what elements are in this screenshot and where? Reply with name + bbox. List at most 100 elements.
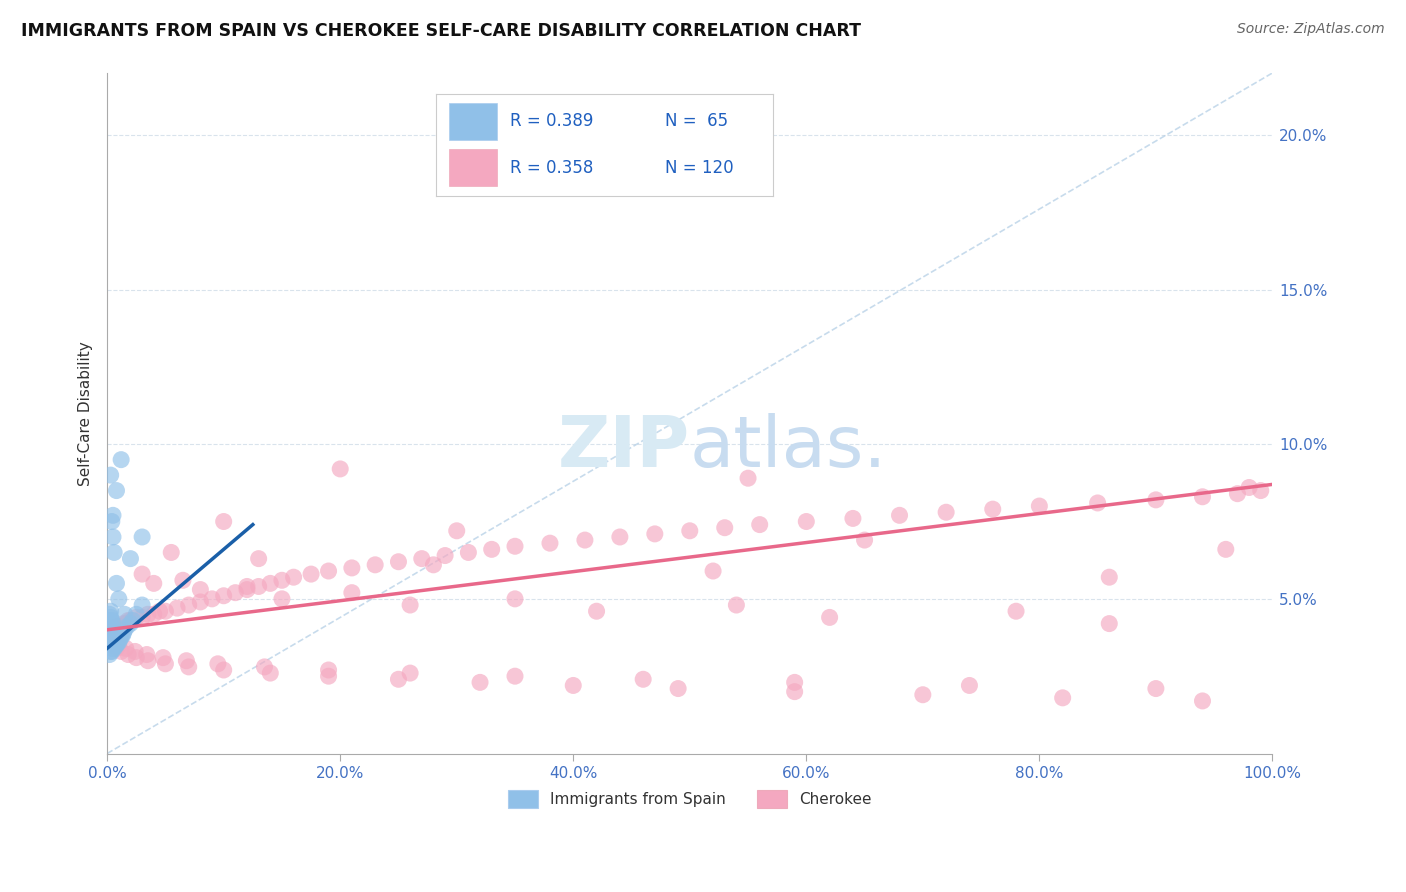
Point [117, 648, 139, 662]
Point [101, 623, 124, 637]
Point [666, 681, 689, 696]
Point [124, 644, 146, 658]
Point [131, 530, 153, 544]
Point [131, 598, 153, 612]
Point [101, 515, 124, 529]
Point [114, 641, 136, 656]
Point [981, 502, 1004, 516]
Point [1191, 490, 1213, 504]
Point [818, 610, 841, 624]
Point [149, 604, 172, 618]
Point [644, 527, 666, 541]
Point [190, 582, 212, 597]
Point [98, 632, 121, 646]
Point [112, 626, 135, 640]
Point [107, 629, 129, 643]
Point [387, 673, 409, 687]
Point [108, 629, 131, 643]
Point [100, 468, 122, 483]
Point [103, 635, 125, 649]
Point [702, 564, 724, 578]
Point [117, 614, 139, 628]
Point [794, 515, 817, 529]
Point [100, 632, 122, 646]
Point [97, 623, 120, 637]
Point [155, 657, 177, 671]
Point [112, 616, 135, 631]
Point [1250, 483, 1272, 498]
Point [108, 632, 131, 646]
Point [97, 629, 120, 643]
Point [247, 579, 270, 593]
Point [136, 607, 159, 622]
Point [98, 626, 121, 640]
Point [247, 551, 270, 566]
Point [364, 558, 387, 572]
Point [1215, 542, 1237, 557]
Point [125, 610, 148, 624]
Point [201, 591, 224, 606]
Point [101, 626, 124, 640]
Point [574, 533, 596, 547]
Point [446, 524, 468, 538]
Point [136, 654, 159, 668]
Point [104, 626, 127, 640]
Point [105, 641, 128, 656]
Point [585, 604, 607, 618]
Point [114, 607, 136, 622]
Point [104, 623, 127, 637]
Point [131, 610, 153, 624]
Point [259, 666, 281, 681]
Point [108, 635, 131, 649]
Point [176, 654, 198, 668]
Point [97, 616, 120, 631]
Point [125, 650, 148, 665]
Point [503, 539, 526, 553]
Point [103, 635, 125, 649]
Point [120, 551, 142, 566]
Point [101, 635, 124, 649]
Point [115, 620, 138, 634]
Point [166, 601, 188, 615]
Point [1005, 604, 1028, 618]
Point [259, 576, 281, 591]
Point [299, 567, 322, 582]
Point [110, 629, 132, 643]
Point [318, 669, 340, 683]
Point [679, 524, 702, 538]
Point [236, 582, 259, 597]
Point [236, 579, 259, 593]
Point [114, 616, 136, 631]
Point [172, 574, 194, 588]
Point [842, 511, 865, 525]
Point [101, 620, 124, 634]
Point [411, 551, 433, 566]
Point [104, 638, 127, 652]
Point [434, 549, 457, 563]
Point [100, 616, 122, 631]
Point [103, 623, 125, 637]
Point [100, 629, 122, 643]
Point [889, 508, 911, 523]
Point [110, 644, 132, 658]
Point [212, 663, 235, 677]
Point [120, 616, 142, 631]
Point [105, 576, 128, 591]
Point [101, 626, 124, 640]
Y-axis label: Self-Care Disability: Self-Care Disability [79, 341, 93, 485]
Bar [450, 103, 496, 140]
Point [340, 561, 363, 575]
Point [1052, 690, 1074, 705]
Bar [450, 149, 496, 186]
Point [135, 648, 157, 662]
Point [224, 585, 246, 599]
Point [1087, 496, 1109, 510]
Point [101, 508, 124, 523]
Point [101, 638, 124, 652]
Point [100, 604, 122, 618]
Point [103, 641, 125, 656]
Text: Source: ZipAtlas.com: Source: ZipAtlas.com [1237, 22, 1385, 37]
Point [97, 638, 120, 652]
Point [105, 638, 128, 652]
Point [399, 666, 422, 681]
